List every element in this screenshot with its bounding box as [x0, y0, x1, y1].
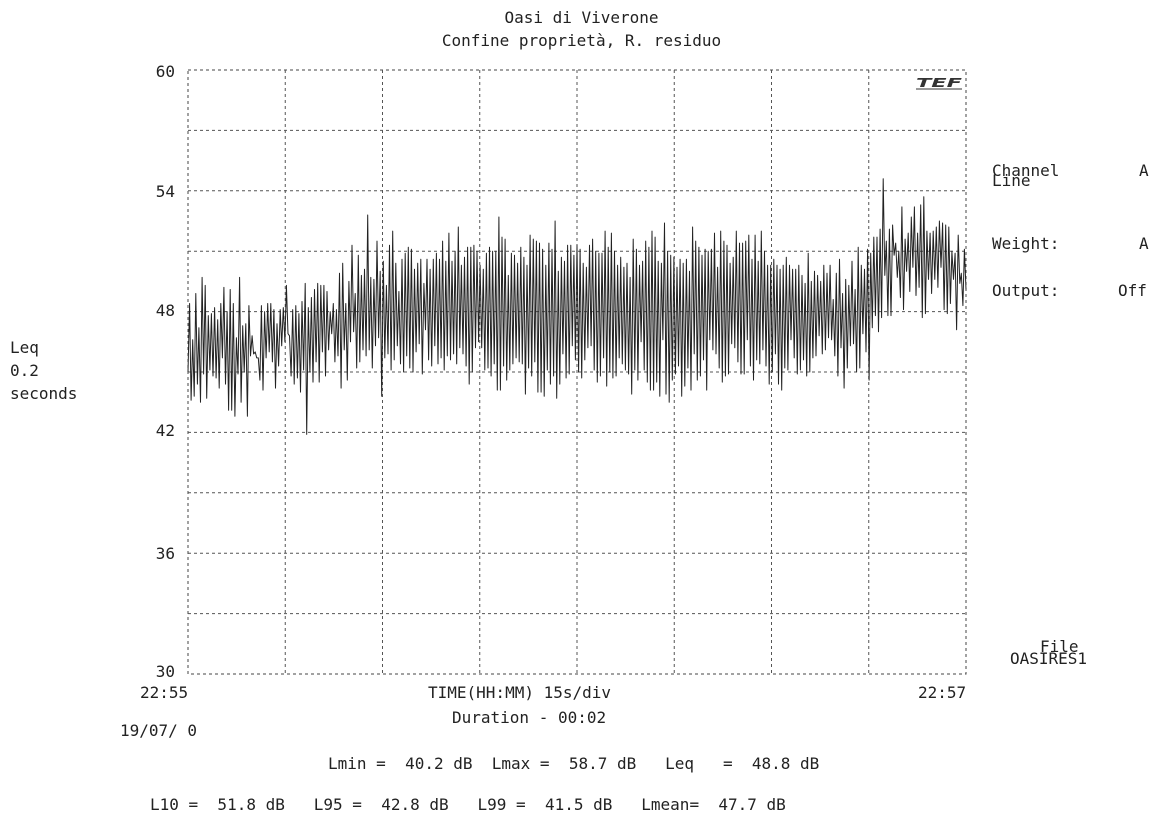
x-start-time: 22:55 [140, 683, 189, 702]
file-name: OASIRES1 [1010, 649, 1088, 668]
file-label: File [1040, 637, 1079, 656]
y-tick-label: 30 [155, 662, 175, 681]
y-axis-label-line1: Leq [10, 338, 39, 357]
grid-lines [188, 70, 966, 674]
stats-line-2: L10 = 51.8 dB L95 = 42.8 dB L99 = 41.5 d… [150, 795, 786, 814]
output-value: Off [1118, 281, 1147, 300]
y-tick-label: 60 [155, 62, 175, 81]
channel-label: Channel [992, 161, 1060, 180]
line-label: Line [992, 171, 1031, 190]
chart-title: Oasi di Viverone [504, 8, 659, 27]
y-tick-label: 54 [155, 182, 175, 201]
date-label: 19/07/ 0 [120, 721, 198, 740]
channel-value: A [1139, 161, 1149, 180]
y-axis-label-line3: seconds [10, 384, 78, 403]
weight-value: A [1139, 234, 1149, 253]
y-tick-label: 42 [155, 421, 175, 440]
y-axis-label-line2: 0.2 [10, 361, 39, 380]
y-tick-label: 36 [155, 544, 175, 563]
x-end-time: 22:57 [918, 683, 967, 702]
y-tick-label: 48 [155, 301, 175, 320]
stats-line-1: Lmin = 40.2 dB Lmax = 58.7 dB Leq = 48.8… [328, 754, 820, 773]
weight-label: Weight: [992, 234, 1060, 253]
x-axis-label: TIME(HH:MM) 15s/div [428, 683, 612, 702]
series-line [187, 178, 967, 435]
logo: TEF [916, 76, 963, 90]
duration-label: Duration - 00:02 [452, 708, 607, 727]
output-label: Output: [992, 281, 1060, 300]
chart-subtitle: Confine proprietà, R. residuo [441, 31, 722, 50]
